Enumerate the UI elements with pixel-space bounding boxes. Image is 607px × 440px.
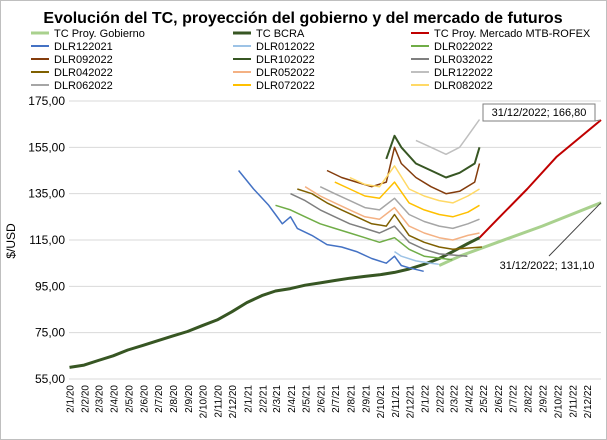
x-tick-label: 2/10/21 (376, 385, 387, 419)
series-line-dlr102022 (385, 134, 481, 179)
legend-entry: DLR022022 (434, 41, 493, 53)
x-tick-label: 2/8/20 (169, 385, 180, 413)
x-tick-label: 2/6/20 (139, 385, 150, 413)
legend-entry: DLR012022 (256, 41, 315, 53)
x-tick-label: 2/4/21 (287, 385, 298, 413)
annotation-label: 31/12/2022; 131,10 (500, 260, 595, 272)
x-tick-label: 2/3/22 (449, 385, 460, 413)
series-line-dlr022022 (275, 204, 453, 261)
series-line-dlr092022 (326, 146, 481, 195)
annotation-label: 31/12/2022; 166,80 (492, 107, 587, 119)
legend-entry: DLR122022 (434, 67, 493, 79)
y-tick-label: 95,00 (35, 279, 65, 293)
annotation-leader (594, 119, 601, 122)
legend-entry: DLR052022 (256, 67, 315, 79)
y-axis-ticks: 55,00 75,00 95,00 115,00 135,00 155,00 175,00 (28, 94, 65, 386)
y-tick-label: 115,00 (29, 233, 65, 247)
annotation-leader (548, 202, 602, 257)
x-tick-label: 2/12/21 (406, 385, 417, 419)
x-tick-label: 2/1/22 (421, 385, 432, 413)
x-tick-label: 2/12/22 (583, 385, 594, 419)
x-tick-label: 2/7/22 (509, 385, 520, 413)
x-tick-label: 2/2/20 (81, 385, 92, 413)
x-tick-label: 2/2/21 (258, 385, 269, 413)
gridlines (69, 100, 601, 380)
x-tick-label: 2/4/20 (110, 385, 121, 413)
series-line-dlr012022 (394, 250, 439, 266)
legend-entry: DLR062022 (54, 80, 113, 92)
y-axis-label: $/USD (4, 223, 18, 259)
x-tick-label: 2/11/21 (391, 385, 402, 418)
x-tick-label: 2/11/20 (214, 385, 225, 418)
series-line-dlr122021 (238, 170, 424, 273)
x-tick-label: 2/4/22 (464, 385, 475, 413)
x-tick-label: 2/6/22 (494, 385, 505, 413)
x-tick-label: 2/12/20 (228, 385, 239, 419)
series-line-dlr122022 (415, 119, 481, 156)
legend-entry: DLR102022 (256, 54, 315, 66)
series-line-dlr052022 (304, 186, 480, 241)
y-tick-label: 175,00 (28, 94, 65, 108)
x-tick-label: 2/11/22 (568, 385, 579, 418)
x-tick-label: 2/5/21 (302, 385, 313, 413)
annotation-box (482, 103, 596, 122)
x-tick-label: 2/5/20 (124, 385, 135, 413)
x-tick-label: 2/9/21 (361, 385, 372, 413)
y-tick-label: 135,00 (28, 187, 65, 201)
x-tick-label: 2/8/22 (524, 385, 535, 413)
legend: TC Proy. Gobierno TC BCRA TC Proy. Mercado… (31, 28, 591, 92)
series-lines (69, 119, 602, 369)
x-tick-label: 2/2/22 (436, 385, 447, 413)
legend-entry: TC BCRA (256, 28, 305, 40)
x-tick-label: 2/1/21 (243, 385, 254, 413)
legend-entry: DLR042022 (54, 67, 113, 79)
annotations: 31/12/2022; 166,80 31/12/2022; 131,10 (482, 103, 602, 272)
series-line-dlr042022 (297, 188, 483, 251)
legend-entry: DLR092022 (54, 54, 113, 66)
chart-title: Evolución del TC, proyección del gobiern… (43, 10, 562, 27)
legend-entry: TC Proy. Mercado MTB-ROFEX (434, 28, 591, 40)
x-axis-ticks: 2/1/20 2/2/20 2/3/20 2/4/20 2/5/20 2/6/20 2/7/… (65, 385, 593, 419)
legend-entry: TC Proy. Gobierno (54, 28, 145, 40)
legend-entry: DLR032022 (434, 54, 493, 66)
x-tick-label: 2/7/20 (154, 385, 165, 413)
x-tick-label: 2/8/21 (346, 385, 357, 413)
series-line-dlr082022 (349, 165, 480, 204)
series-line-dlr072022 (334, 181, 480, 218)
y-tick-label: 155,00 (28, 140, 65, 154)
x-tick-label: 2/9/20 (184, 385, 195, 413)
y-tick-label: 55,00 (35, 372, 65, 386)
series-line-dlr062022 (319, 186, 480, 230)
legend-entry: DLR072022 (256, 80, 315, 92)
x-tick-label: 2/7/21 (331, 385, 342, 413)
x-tick-label: 2/1/20 (65, 385, 76, 413)
x-tick-label: 2/5/22 (479, 385, 490, 413)
y-tick-label: 75,00 (35, 326, 65, 340)
legend-entry: DLR082022 (434, 80, 493, 92)
x-tick-label: 2/10/20 (199, 385, 210, 419)
x-tick-label: 2/3/20 (95, 385, 106, 413)
series-line-tc-bcra (69, 236, 481, 369)
x-tick-label: 2/6/21 (317, 385, 328, 413)
series-line-tc-proy-mercado-mtb-rofex (478, 119, 602, 239)
series-line-dlr032022 (290, 193, 468, 257)
x-tick-label: 2/9/22 (539, 385, 550, 413)
x-tick-label: 2/3/21 (272, 385, 283, 413)
series-line-tc-proy-gobierno (438, 201, 602, 267)
x-tick-label: 2/10/22 (553, 385, 564, 419)
legend-entry: DLR122021 (54, 41, 113, 53)
